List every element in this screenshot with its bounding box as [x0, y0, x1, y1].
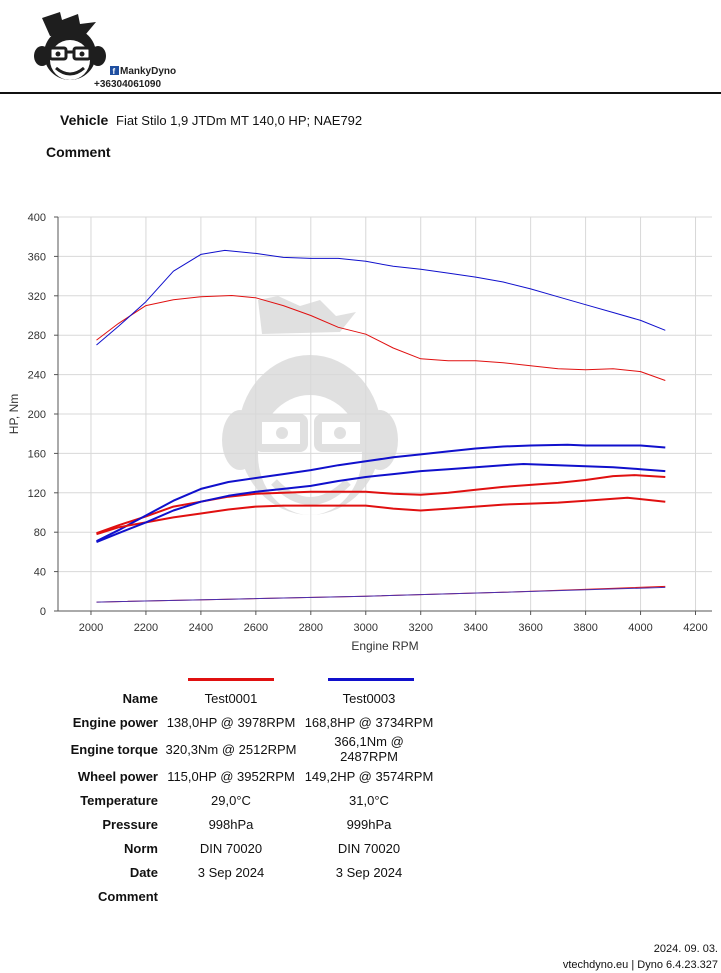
test0001-value: [158, 884, 304, 908]
brand-facebook-name: MankyDyno: [120, 66, 176, 77]
chart-grid: [58, 216, 712, 612]
y-axis-label: HP, Nm: [7, 394, 21, 434]
x-tick-label: 4000: [628, 622, 652, 634]
results-row: Temperature 29,0°C 31,0°C: [60, 788, 434, 812]
test0001-value: 998hPa: [208, 816, 254, 832]
row-label: Pressure: [102, 816, 158, 832]
vehicle-value: Fiat Stilo 1,9 JTDm MT 140,0 HP; NAE792: [116, 113, 363, 128]
test0003-value: 31,0°C: [349, 792, 389, 808]
x-tick-label: 2800: [299, 622, 323, 634]
y-tick-label: 160: [28, 448, 46, 460]
x-tick-label: 3600: [518, 622, 542, 634]
test0001-value: Test0001: [204, 690, 258, 706]
x-axis-label: Engine RPM: [351, 639, 418, 653]
test0001-value: 320,3Nm @ 2512RPM: [165, 741, 297, 757]
x-tick-label: 2600: [244, 622, 268, 634]
chart-tick-labels: 2000 2200 2400 2600 2800 3000 3200 3400 3600 3800…: [28, 212, 708, 634]
vehicle-label: Vehicle: [60, 112, 109, 128]
series-test0003-torque: [96, 249, 666, 346]
footer-date: 2024. 09. 03.: [653, 943, 718, 955]
row-label: Temperature: [80, 792, 158, 808]
legend-line-test0001: [188, 678, 274, 681]
svg-text:f: f: [113, 67, 116, 76]
footer-credit: vtechdyno.eu | Dyno 6.4.23.327: [562, 959, 718, 971]
x-tick-label: 3000: [354, 622, 378, 634]
series-test0003-wheel-power: [96, 463, 666, 544]
results-row: Name Test0001 Test0003: [60, 686, 434, 710]
test0003-value: DIN 70020: [337, 840, 401, 856]
y-tick-label: 80: [34, 527, 46, 539]
x-tick-label: 2200: [134, 622, 158, 634]
row-label: Comment: [98, 888, 158, 904]
series-test0003-engine-power: [96, 443, 666, 542]
test0003-value: Test0003: [342, 690, 396, 706]
y-tick-label: 280: [28, 330, 46, 342]
test0003-value: 366,1Nm @ 2487RPM: [334, 734, 404, 764]
x-tick-label: 3400: [463, 622, 487, 634]
results-row: Engine power 138,0HP @ 3978RPM 168,8HP @ 3…: [60, 710, 434, 734]
test0001-value: DIN 70020: [199, 840, 263, 856]
test0001-value: 138,0HP @ 3978RPM: [166, 714, 296, 730]
y-tick-label: 320: [28, 291, 46, 303]
x-tick-label: 4200: [683, 622, 707, 634]
row-label: Name: [122, 690, 158, 706]
test0003-value: 149,2HP @ 3574RPM: [304, 768, 434, 784]
brand-phone: +36304061090: [94, 79, 161, 90]
y-tick-label: 0: [40, 606, 46, 618]
header-rule: [0, 92, 721, 94]
row-label: Engine torque: [70, 741, 158, 757]
legend-line-test0003: [328, 678, 414, 681]
test0003-value: 3 Sep 2024: [335, 864, 403, 880]
comment-label: Comment: [46, 144, 111, 160]
dyno-chart: 2000 2200 2400 2600 2800 3000 3200 3400 3600 3800…: [7, 212, 712, 653]
y-tick-label: 120: [28, 488, 46, 500]
row-label: Engine power: [72, 714, 158, 730]
results-row: Norm DIN 70020 DIN 70020: [60, 836, 434, 860]
row-label: Wheel power: [77, 768, 158, 784]
row-label: Date: [129, 864, 158, 880]
x-tick-label: 2400: [189, 622, 213, 634]
results-row: Date 3 Sep 2024 3 Sep 2024: [60, 860, 434, 884]
row-label: Norm: [124, 840, 158, 856]
results-row: Comment: [60, 884, 434, 908]
y-tick-label: 200: [28, 409, 46, 421]
results-row: Pressure 998hPa 999hPa: [60, 812, 434, 836]
watermark-logo: [222, 296, 398, 515]
chart-axes: [54, 216, 712, 615]
test0001-value: 3 Sep 2024: [197, 864, 265, 880]
x-tick-label: 2000: [79, 622, 103, 634]
series-test0001-torque: [96, 295, 666, 381]
y-tick-label: 240: [28, 370, 46, 382]
test0001-value: 115,0HP @ 3952RPM: [167, 768, 295, 784]
manky-dyno-logo: f MankyDyno +36304061090: [34, 12, 176, 90]
series-test0001-wheel-power: [96, 496, 666, 536]
results-row: Wheel power 115,0HP @ 3952RPM 149,2HP @ 35…: [60, 764, 434, 788]
series-test0001-engine-power: [96, 474, 666, 535]
y-tick-label: 360: [28, 251, 46, 263]
y-tick-label: 40: [34, 567, 46, 579]
test0003-value: 999hPa: [346, 816, 392, 832]
y-tick-label: 400: [28, 212, 46, 224]
test0003-value: 168,8HP @ 3734RPM: [304, 714, 434, 730]
results-table: Name Test0001 Test0003 Engine power 138,0HP …: [60, 686, 434, 908]
test0001-value: 29,0°C: [211, 792, 251, 808]
chart-series: [96, 249, 666, 603]
facebook-icon: [110, 66, 119, 75]
results-row: Engine torque 320,3Nm @ 2512RPM 366,1Nm @ …: [60, 734, 434, 764]
series-test0003-loss: [96, 586, 666, 603]
x-tick-label: 3800: [573, 622, 597, 634]
x-tick-label: 3200: [408, 622, 432, 634]
logo-hair: [42, 12, 96, 36]
test0003-value: [304, 884, 434, 908]
